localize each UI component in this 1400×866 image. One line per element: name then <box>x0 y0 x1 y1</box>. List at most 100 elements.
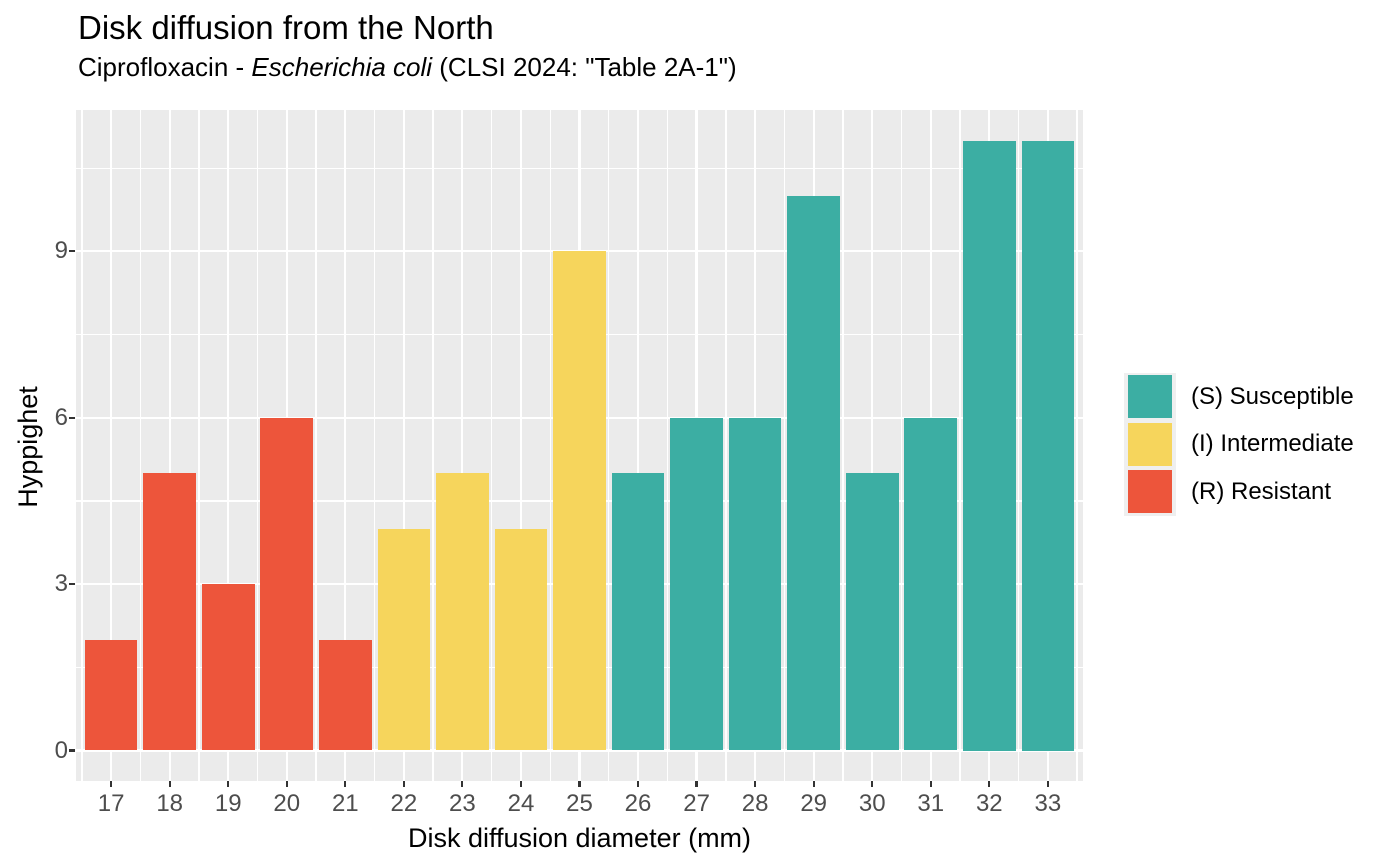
legend-swatch-s <box>1128 375 1172 419</box>
legend-label: (R) Resistant <box>1191 477 1332 505</box>
bar-23 <box>436 473 489 751</box>
x-tick-mark <box>812 781 815 787</box>
legend-item-r: (R) Resistant <box>1124 468 1354 516</box>
legend-item-s: (S) Susceptible <box>1124 373 1354 421</box>
legend-label: (S) Susceptible <box>1191 382 1354 410</box>
subtitle-organism-italic: Escherichia coli <box>251 52 433 82</box>
x-tick-mark <box>285 781 288 787</box>
gridline-vertical-minor <box>139 110 142 781</box>
chart-title: Disk diffusion from the North <box>78 9 494 46</box>
gridline-vertical-minor <box>783 110 786 781</box>
bar-29 <box>787 195 841 751</box>
x-tick-label: 25 <box>566 790 593 817</box>
x-tick-label: 23 <box>449 790 476 817</box>
gridline-vertical-major <box>402 110 405 781</box>
legend-item-i: (I) Intermediate <box>1124 420 1354 469</box>
legend-swatch-r <box>1128 470 1172 514</box>
x-axis-title: Disk diffusion diameter (mm) <box>407 823 752 853</box>
x-tick-mark <box>695 781 698 787</box>
bar-20 <box>260 417 314 751</box>
x-tick-mark <box>871 781 874 787</box>
y-tick-label: 9 <box>54 237 68 265</box>
bar-30 <box>845 473 899 751</box>
legend-swatch-i <box>1128 422 1172 466</box>
y-tick-mark <box>69 749 75 752</box>
y-tick-mark <box>69 250 75 253</box>
plot-panel <box>76 110 1083 781</box>
x-tick-mark <box>636 781 640 787</box>
x-tick-mark <box>227 781 230 787</box>
gridline-vertical-minor <box>373 110 376 781</box>
x-tick-mark <box>1046 781 1049 787</box>
x-tick-label: 24 <box>507 790 535 817</box>
y-tick-label: 0 <box>54 736 68 764</box>
legend-key <box>1124 373 1176 421</box>
bar-25 <box>553 251 606 751</box>
gridline-vertical-major <box>636 110 640 781</box>
x-tick-label: 30 <box>858 790 886 817</box>
bar-28 <box>728 417 782 751</box>
bar-19 <box>201 584 255 751</box>
x-tick-mark <box>754 781 757 787</box>
bar-24 <box>494 528 548 751</box>
y-axis-title: Hyppighet <box>13 386 43 508</box>
gridline-vertical-minor <box>432 110 434 781</box>
gridline-vertical-minor <box>842 110 844 781</box>
x-tick-mark <box>461 781 464 787</box>
gridline-vertical-minor <box>608 110 610 781</box>
x-tick-label: 29 <box>800 790 828 817</box>
subtitle-antibiotic: Ciprofloxacin - <box>78 52 252 82</box>
gridline-vertical-minor <box>1076 110 1078 781</box>
gridline-vertical-minor <box>549 110 551 781</box>
x-tick-label: 17 <box>97 790 125 817</box>
x-tick-mark <box>519 781 523 787</box>
gridline-vertical-major <box>461 110 464 781</box>
x-tick-mark <box>110 781 113 787</box>
legend-key <box>1124 468 1176 516</box>
x-tick-label: 31 <box>917 790 945 817</box>
legend: (S) Susceptible (I) Intermediate (R) Resis… <box>1124 373 1354 516</box>
x-tick-label: 32 <box>975 790 1003 817</box>
gridline-vertical-major <box>227 110 230 781</box>
y-tick-mark <box>69 583 75 586</box>
x-tick-label: 33 <box>1034 790 1062 817</box>
x-tick-mark <box>168 781 171 787</box>
gridline-vertical-major <box>344 110 347 781</box>
gridline-vertical-minor <box>959 110 961 781</box>
gridline-vertical-minor <box>315 110 317 781</box>
chart-subtitle: Ciprofloxacin - Escherichia coli (CLSI 2… <box>78 52 737 83</box>
subtitle-guideline: (CLSI 2024: "Table 2A-1") <box>432 52 737 82</box>
legend-label: (I) Intermediate <box>1191 430 1354 458</box>
bar-31 <box>904 417 958 751</box>
x-tick-mark <box>929 781 932 787</box>
gridline-vertical-minor <box>1017 110 1020 781</box>
y-tick-label: 3 <box>54 570 68 598</box>
legend-key <box>1124 420 1176 469</box>
x-tick-mark <box>988 781 991 787</box>
x-tick-label: 26 <box>624 790 652 817</box>
x-tick-label: 27 <box>683 790 710 817</box>
x-tick-label: 20 <box>273 790 301 817</box>
gridline-vertical-minor <box>666 110 668 781</box>
x-tick-label: 18 <box>156 790 184 817</box>
x-tick-label: 22 <box>390 790 418 817</box>
gridline-vertical-minor <box>81 110 83 781</box>
x-tick-label: 21 <box>331 790 359 817</box>
x-tick-label: 28 <box>741 790 769 817</box>
bar-17 <box>84 639 138 751</box>
x-tick-mark <box>344 781 347 787</box>
x-tick-mark <box>578 781 581 787</box>
bar-27 <box>670 417 723 751</box>
bar-21 <box>318 639 372 751</box>
bar-22 <box>377 528 431 751</box>
bar-18 <box>143 473 197 751</box>
y-tick-mark <box>69 416 75 419</box>
gridline-vertical-major <box>519 110 523 781</box>
gridline-vertical-major <box>871 110 874 781</box>
bar-26 <box>611 473 665 751</box>
bar-33 <box>1021 140 1075 751</box>
gridline-vertical-minor <box>725 110 727 781</box>
gridline-vertical-major <box>110 110 113 781</box>
gridline-vertical-minor <box>490 110 493 781</box>
